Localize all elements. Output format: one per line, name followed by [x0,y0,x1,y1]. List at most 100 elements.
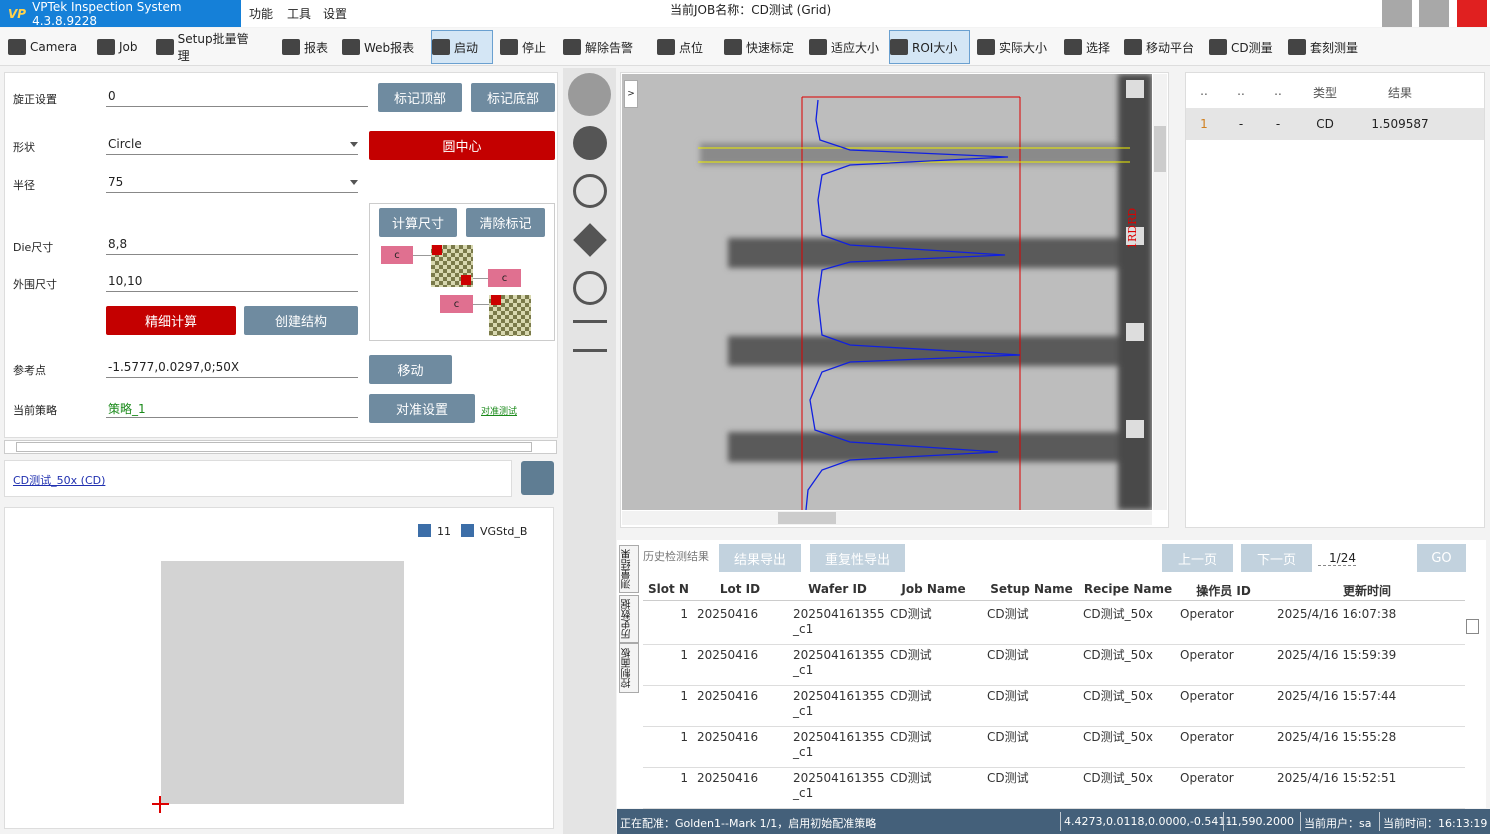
toolbar-button[interactable]: 选择 [1064,30,1111,64]
column-header: .. [1237,84,1245,98]
wafer-icon[interactable] [573,126,607,160]
button[interactable]: 圆中心 [369,131,555,160]
vertical-tab[interactable]: 测量结果 [619,545,639,593]
button[interactable]: 精细计算 [106,306,236,335]
menu[interactable]: 功能 [249,7,274,21]
cell: 202504161355_c1 [793,771,885,800]
image-icon[interactable] [573,271,607,305]
overlays [698,80,1144,510]
field-value[interactable]: -1.5777,0.0297,0;50X [106,360,358,378]
history-panel [617,540,1486,808]
toolbar-button[interactable]: 移动平台 [1124,30,1196,64]
section-title: 历史检测结果 [643,550,709,563]
cell: CD测试 [890,689,932,703]
menu[interactable]: 工具 [287,7,312,21]
close-button[interactable] [1457,0,1487,27]
app-title-block: VP VPTek Inspection System 4.3.8.9228 [0,0,241,28]
cell: Operator [1180,689,1234,703]
button[interactable]: 对准设置 [369,394,475,423]
cell: 20250416 [697,771,759,785]
expand-button[interactable]: > [624,80,638,108]
field-value[interactable]: 策略_1 [106,400,358,418]
cell: 1 [680,771,688,785]
scroll-thumb[interactable] [16,442,532,452]
toolbar-button[interactable]: 适应大小 [809,30,882,64]
status-text: -1,590.2000 [1227,815,1294,828]
recipe-link[interactable]: CD测试_50x (CD) [13,474,106,487]
button[interactable]: 计算尺寸 [379,208,457,237]
toolbar-button[interactable]: Web报表 [342,30,416,64]
field-value[interactable]: 10,10 [106,274,358,292]
camera-icon[interactable] [568,73,611,116]
scrollbar[interactable] [622,511,1152,525]
vertical-tab[interactable]: 历史数据 [619,595,639,643]
button[interactable]: GO [1417,544,1466,572]
structure-box [369,203,555,341]
cross [159,796,161,813]
maximize-button[interactable] [1419,0,1449,27]
button[interactable]: 标记顶部 [378,83,462,112]
map-icon[interactable] [573,174,607,208]
button[interactable]: 创建结构 [244,306,358,335]
header-rule [643,600,1465,601]
button[interactable]: 重复性导出 [810,544,905,572]
cell: CD测试 [890,648,932,662]
field-value[interactable]: 8,8 [106,237,358,255]
scroll-thumb[interactable] [778,512,836,524]
refresh-button[interactable] [521,461,554,495]
toolbar-button[interactable]: 套刻测量 [1288,30,1360,64]
field-value[interactable]: 0 [106,89,368,107]
title-bar [0,0,1490,27]
field-value[interactable]: 75 [106,175,358,193]
cell: 2025/4/16 16:07:38 [1277,607,1397,621]
toolbar-button[interactable]: 实际大小 [977,30,1049,64]
cell: 202504161355_c1 [793,689,885,718]
cell: CD测试 [890,607,932,621]
checkbox-label: VGStd_B [480,525,528,538]
link[interactable]: 对准测试 [481,407,518,417]
button[interactable]: 标记底部 [471,83,555,112]
toolbar-label: Camera [30,40,78,54]
button[interactable]: 下一页 [1241,544,1312,572]
toolbar-button[interactable]: 点位 [657,30,705,64]
toolbar-icon [8,39,26,55]
cell: CD测试 [987,607,1029,621]
scrollbar[interactable] [1153,74,1167,510]
checkbox[interactable] [418,524,431,537]
button[interactable]: 上一页 [1162,544,1233,572]
toolbar-button[interactable]: CD测量 [1209,30,1275,64]
scroll-thumb[interactable] [1154,126,1166,172]
button[interactable]: 移动 [369,355,452,384]
toolbar-button[interactable]: Setup批量管理 [156,30,259,64]
column-header: Recipe Name [1083,582,1173,596]
button[interactable]: 结果导出 [719,544,801,572]
field-value[interactable]: Circle [106,137,358,155]
toolbar-button[interactable]: 报表 [282,30,329,64]
status-text: 正在配准：Golden1--Mark 1/1，启用初始配准策略 [620,817,877,830]
menu[interactable]: 设置 [323,7,348,21]
toolbar-button[interactable]: 快速标定 [724,30,797,64]
toolbar-label: CD测量 [1231,40,1273,55]
toolbar-button[interactable]: ROI大小 [889,30,970,64]
status-text: 当前时间：16:13:19 [1383,817,1488,830]
scrollbar[interactable] [4,440,557,454]
toolbar-icon [724,39,742,55]
minimize-button[interactable] [1382,0,1412,27]
toolbar-button[interactable]: 解除告警 [563,30,635,64]
toolbar-button[interactable]: 启动 [431,30,493,64]
toolbar-button[interactable]: 停止 [500,30,550,64]
scroll-thumb[interactable] [1466,619,1479,634]
toolbar-button[interactable]: Job [97,30,143,64]
button[interactable]: 清除标记 [466,208,545,237]
cell: CD [1316,117,1334,131]
list-icon[interactable] [573,320,607,352]
checkbox[interactable] [461,524,474,537]
toolbar-icon [156,39,174,55]
column-header: Lot ID [719,582,761,596]
toolbar-label: 解除告警 [585,40,634,55]
cell: 2025/4/16 15:59:39 [1277,648,1397,662]
vertical-tab[interactable]: 控制面板 [619,643,639,693]
toolbar-button[interactable]: Camera [8,30,78,64]
toolbar-label: 移动平台 [1146,40,1195,55]
